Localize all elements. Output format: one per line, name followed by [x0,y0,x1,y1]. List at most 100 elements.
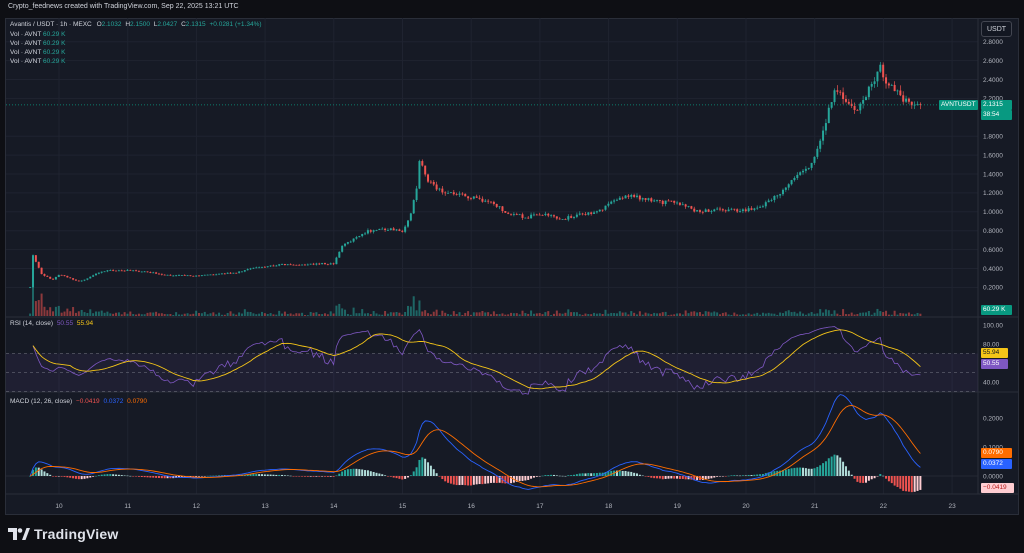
volume-bar [698,312,701,316]
volume-legend-4[interactable]: Vol · AVNT 60.29 K [10,58,65,65]
macd-histogram-bar [633,472,636,476]
candle-body [681,204,684,206]
candle-body [266,266,269,268]
candle-body [621,197,624,199]
candle-body [667,200,670,202]
macd-legend[interactable]: MACD (12, 26, close) −0.0419 0.0372 0.07… [10,398,147,405]
candle-body [72,278,75,280]
tradingview-logo[interactable]: TradingView [8,526,118,542]
macd-histogram-bar [802,467,805,476]
candle-body [581,213,584,215]
macd-histogram-bar [741,475,744,476]
macd-histogram-bar [784,469,787,476]
candle-body [756,207,759,209]
volume-bar [175,312,178,316]
macd-histogram-bar [458,476,461,486]
time-tick-label: 21 [811,503,819,510]
macd-histogram-bar [767,472,770,476]
chart-caption: Crypto_feednews created with TradingView… [8,3,239,10]
rsi-legend[interactable]: RSI (14, close) 50.55 55.94 [10,320,93,327]
candle-body [34,255,37,262]
candle-body [487,200,490,202]
candle-body [644,198,647,200]
candle-body [97,272,100,274]
candle-body [40,267,43,275]
macd-histogram-bar [152,476,155,478]
volume-bar [292,314,295,316]
macd-histogram-bar [584,473,587,476]
candle-body [203,274,206,276]
volume-bar [149,312,152,316]
macd-histogram-bar [163,476,166,479]
volume-bar [641,314,644,316]
volume-label: Vol · AVNT [10,49,42,56]
candle-body [905,98,908,102]
macd-histogram-bar [341,471,344,476]
volume-bar [126,313,129,316]
candle-body [255,267,258,269]
candle-body [598,209,601,212]
candle-body [790,180,793,185]
volume-bar [269,313,272,316]
macd-histogram-bar [404,476,407,479]
macd-histogram-bar [902,476,905,491]
macd-histogram-bar [487,476,490,484]
macd-histogram-bar [355,468,358,476]
candle-body [512,214,515,215]
volume-bar [321,314,324,316]
macd-histogram-bar [200,476,203,477]
candle-body [570,216,573,218]
macd-histogram-bar [272,474,275,476]
macd-histogram-bar [610,470,613,476]
macd-histogram-bar [77,476,80,480]
volume-label: Vol · AVNT [10,40,42,47]
macd-histogram-bar [180,476,183,478]
candle-body [690,206,693,209]
chart-frame[interactable] [5,18,1019,515]
macd-histogram-bar [461,476,464,485]
candle-body [177,275,180,276]
candle-body [212,274,215,276]
macd-histogram-bar [72,476,75,479]
candle-body [656,200,659,201]
volume-bar [381,314,384,316]
currency-button[interactable]: USDT [981,21,1012,37]
candle-body [673,200,676,203]
macd-histogram-bar [507,476,510,484]
volume-bar [429,314,432,316]
volume-bar [352,307,355,316]
candle-body [183,275,186,276]
candle-body [32,255,35,288]
macd-histogram-bar [799,467,802,476]
volume-bar [621,312,624,316]
symbol-legend[interactable]: Avantis / USDT · 1h · MEXC O2.1032 H2.15… [10,21,262,28]
volume-legend-3[interactable]: Vol · AVNT 60.29 K [10,49,65,56]
volume-bar [587,314,590,316]
macd-histogram-bar [129,475,132,477]
candle-body [252,267,255,269]
volume-bar [744,314,747,316]
candle-body [335,257,338,265]
macd-histogram-bar [258,474,261,476]
low-label: L [153,21,158,28]
volume-bar [155,311,158,316]
macd-histogram-bar [120,475,123,476]
candle-body [220,273,223,275]
macd-histogram-bar [475,476,478,485]
volume-bar [366,313,369,316]
volume-bar [730,314,733,316]
candle-body [238,271,241,273]
volume-bar [83,312,86,316]
candle-body [567,216,570,220]
volume-legend-2[interactable]: Vol · AVNT 60.29 K [10,40,65,47]
candle-body [693,208,696,212]
candle-body [229,272,232,274]
volume-bar [229,311,232,316]
macd-histogram-bar [289,475,292,477]
volume-bar [876,308,879,316]
volume-bar [172,314,175,316]
volume-bar [94,311,97,316]
macd-title: MACD (12, 26, close) [10,398,73,405]
volume-legend-1[interactable]: Vol · AVNT 60.29 K [10,31,65,38]
